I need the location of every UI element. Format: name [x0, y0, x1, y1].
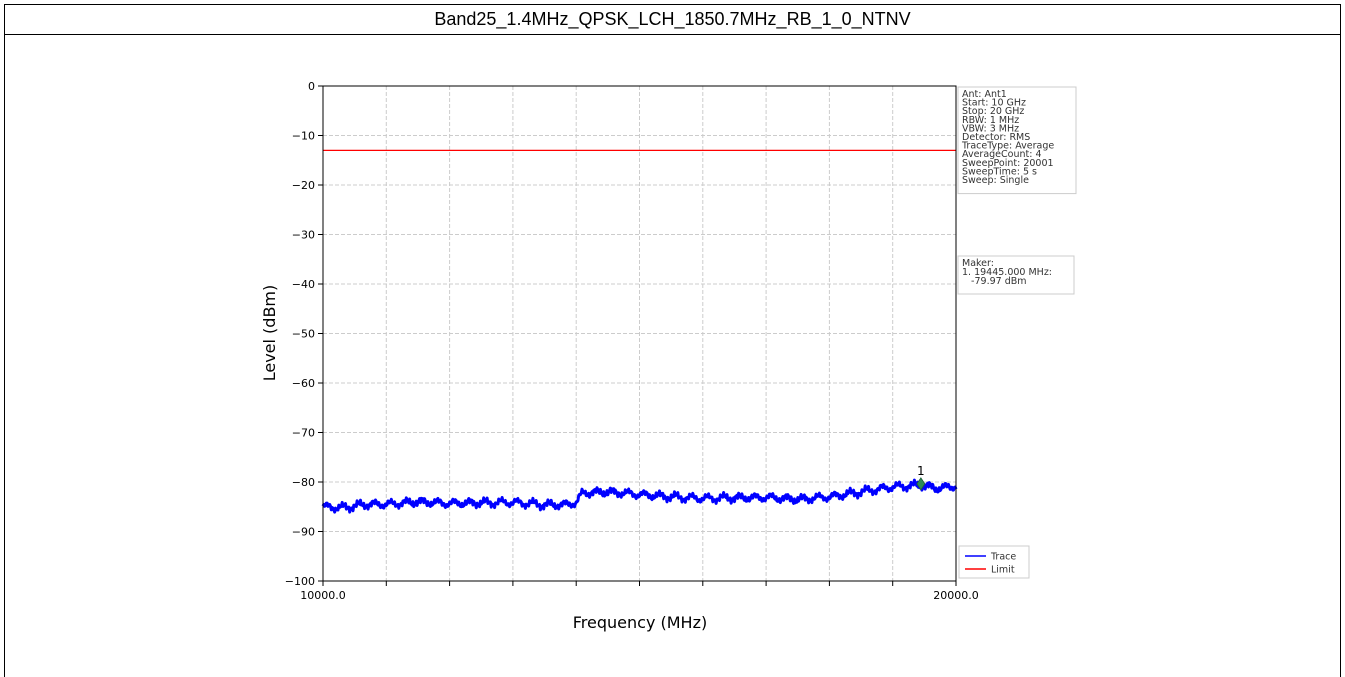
plot-frame — [322, 85, 957, 582]
info-box-line: Stop: 20 GHz — [962, 106, 1024, 117]
marker-box-line: Maker: — [962, 258, 994, 269]
info-box-line: VBW: 3 MHz — [962, 123, 1019, 134]
y-tick-label: 0 — [308, 80, 315, 93]
series-layer — [321, 149, 958, 514]
y-tick-label: −50 — [292, 328, 315, 341]
x-axis-ticks: 10000.0 20000.0 — [300, 581, 979, 602]
title-row: Band25_1.4MHz_QPSK_LCH_1850.7MHz_RB_1_0_… — [5, 5, 1340, 35]
marker-box-line: 1. 19445.000 MHz: — [962, 267, 1052, 278]
info-box-line: Ant: Ant1 — [962, 89, 1007, 100]
y-tick-label: −40 — [292, 278, 315, 291]
page-title: Band25_1.4MHz_QPSK_LCH_1850.7MHz_RB_1_0_… — [434, 9, 911, 29]
info-box-line: Detector: RMS — [962, 132, 1030, 143]
info-box-line: SweepTime: 5 s — [962, 166, 1037, 177]
info-box-line: AverageCount: 4 — [962, 149, 1042, 160]
marker-label: 1 — [917, 464, 925, 478]
info-box-line: Start: 10 GHz — [962, 98, 1026, 109]
x-tick-label: 10000.0 — [300, 589, 346, 602]
legend-label: Limit — [991, 565, 1015, 576]
x-axis-label: Frequency (MHz) — [573, 613, 707, 632]
info-box-line: Sweep: Single — [962, 175, 1029, 186]
y-tick-label: −20 — [292, 179, 315, 192]
y-tick-label: −80 — [292, 476, 315, 489]
y-tick-label: −100 — [285, 575, 315, 588]
marker-box-line: -79.97 dBm — [962, 276, 1027, 287]
marker-box-frame — [957, 255, 1075, 295]
y-tick-label: −60 — [292, 377, 315, 390]
marker-box: Maker:1. 19445.000 MHz: -79.97 dBm — [957, 255, 1075, 295]
y-tick-label: −30 — [292, 229, 315, 242]
grid-lines — [323, 86, 956, 581]
legend-label: Trace — [990, 552, 1016, 563]
page-frame: Band25_1.4MHz_QPSK_LCH_1850.7MHz_RB_1_0_… — [4, 4, 1341, 677]
series-trace-line — [321, 478, 958, 514]
marker-layer: 1 — [916, 464, 926, 491]
info-box-line: TraceType: Average — [961, 141, 1054, 152]
info-box-frame — [957, 86, 1077, 195]
info-box-line: SweepPoint: 20001 — [962, 158, 1054, 169]
y-tick-label: −90 — [292, 526, 315, 539]
y-axis-ticks: 0 −10 −20 −30 −40 −50 −60 −70 −80 −90 −100 — [285, 80, 323, 588]
marker-diamond — [916, 477, 926, 491]
y-axis-label: Level (dBm) — [260, 285, 279, 382]
legend: Trace Limit — [958, 545, 1030, 579]
y-tick-label: −10 — [292, 130, 315, 143]
legend-frame — [958, 545, 1030, 579]
info-box-line: RBW: 1 MHz — [962, 115, 1019, 126]
y-tick-label: −70 — [292, 427, 315, 440]
x-tick-label: 20000.0 — [933, 589, 979, 602]
